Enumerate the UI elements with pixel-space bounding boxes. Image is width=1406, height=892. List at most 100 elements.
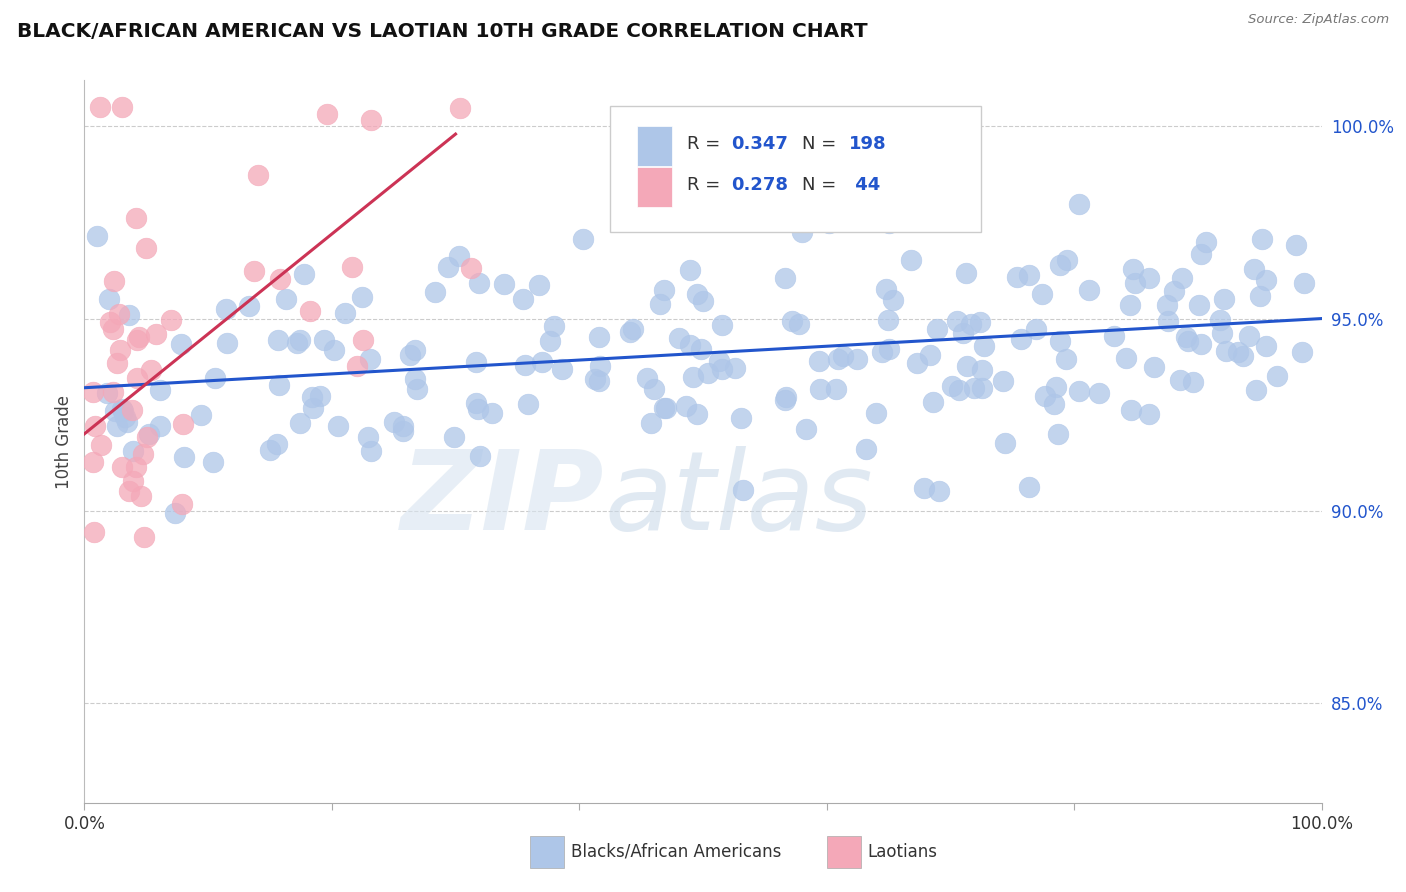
- Point: [160, 313, 183, 327]
- Point: [90, 438, 112, 452]
- Point: [1049, 258, 1071, 272]
- Bar: [827, 836, 862, 868]
- Point: [1215, 344, 1237, 359]
- Point: [392, 424, 415, 438]
- Point: [900, 253, 922, 268]
- Point: [818, 216, 841, 230]
- Point: [1191, 247, 1213, 261]
- Point: [571, 232, 593, 246]
- Point: [865, 407, 887, 421]
- Point: [82, 455, 104, 469]
- Point: [465, 396, 488, 410]
- Point: [963, 381, 986, 395]
- Point: [993, 374, 1015, 388]
- Point: [621, 322, 644, 336]
- Point: [103, 274, 125, 288]
- Point: [131, 447, 153, 461]
- Point: [956, 359, 979, 373]
- Point: [969, 315, 991, 329]
- Point: [1163, 284, 1185, 298]
- Point: [1119, 297, 1142, 311]
- Point: [266, 436, 288, 450]
- Point: [970, 380, 993, 394]
- Point: [516, 397, 538, 411]
- Point: [114, 409, 136, 424]
- Point: [928, 483, 950, 498]
- Point: [308, 389, 330, 403]
- Point: [110, 343, 132, 358]
- Point: [105, 356, 128, 370]
- Text: N =: N =: [801, 135, 842, 153]
- Point: [877, 343, 900, 357]
- Point: [921, 395, 943, 409]
- Point: [172, 417, 194, 432]
- Point: [775, 390, 797, 404]
- Point: [1209, 313, 1232, 327]
- Point: [925, 322, 948, 336]
- Point: [920, 348, 942, 362]
- Point: [1122, 261, 1144, 276]
- Point: [686, 407, 709, 421]
- Point: [876, 313, 898, 327]
- Point: [707, 354, 730, 368]
- Point: [139, 363, 162, 377]
- Point: [98, 292, 121, 306]
- Point: [437, 260, 460, 274]
- Point: [1292, 276, 1315, 290]
- Point: [494, 277, 516, 291]
- Point: [238, 299, 260, 313]
- Point: [1291, 345, 1313, 359]
- Point: [1244, 383, 1267, 397]
- Point: [121, 402, 143, 417]
- Point: [323, 343, 346, 357]
- Point: [135, 241, 157, 255]
- Point: [1137, 408, 1160, 422]
- Point: [359, 352, 381, 367]
- Point: [1056, 252, 1078, 267]
- Point: [959, 318, 981, 332]
- Point: [447, 249, 470, 263]
- Point: [125, 211, 148, 225]
- Point: [1157, 314, 1180, 328]
- Point: [301, 401, 323, 416]
- Point: [1102, 329, 1125, 343]
- Point: [679, 263, 702, 277]
- Point: [215, 335, 238, 350]
- Point: [481, 406, 503, 420]
- Point: [1251, 232, 1274, 246]
- Point: [110, 401, 132, 416]
- Text: atlas: atlas: [605, 446, 873, 553]
- Point: [668, 331, 690, 345]
- Point: [588, 375, 610, 389]
- Point: [692, 293, 714, 308]
- Point: [1265, 369, 1288, 384]
- Point: [1049, 334, 1071, 348]
- Point: [382, 415, 405, 429]
- Point: [807, 354, 830, 368]
- Point: [1249, 289, 1271, 303]
- Point: [357, 430, 380, 444]
- Point: [149, 383, 172, 397]
- Point: [711, 362, 734, 376]
- Point: [1243, 262, 1265, 277]
- Point: [1067, 197, 1090, 211]
- Point: [360, 443, 382, 458]
- Point: [824, 382, 846, 396]
- Point: [316, 107, 339, 121]
- Point: [1285, 238, 1308, 252]
- Point: [696, 366, 718, 380]
- Point: [173, 450, 195, 464]
- Point: [882, 293, 904, 307]
- Point: [104, 404, 127, 418]
- Point: [1005, 269, 1028, 284]
- Point: [129, 489, 152, 503]
- Point: [83, 419, 105, 434]
- Point: [145, 326, 167, 341]
- Point: [512, 293, 534, 307]
- Point: [215, 301, 238, 316]
- Point: [831, 349, 853, 363]
- Point: [404, 372, 426, 386]
- Point: [285, 335, 308, 350]
- Point: [1168, 373, 1191, 387]
- Text: Laotians: Laotians: [868, 843, 938, 861]
